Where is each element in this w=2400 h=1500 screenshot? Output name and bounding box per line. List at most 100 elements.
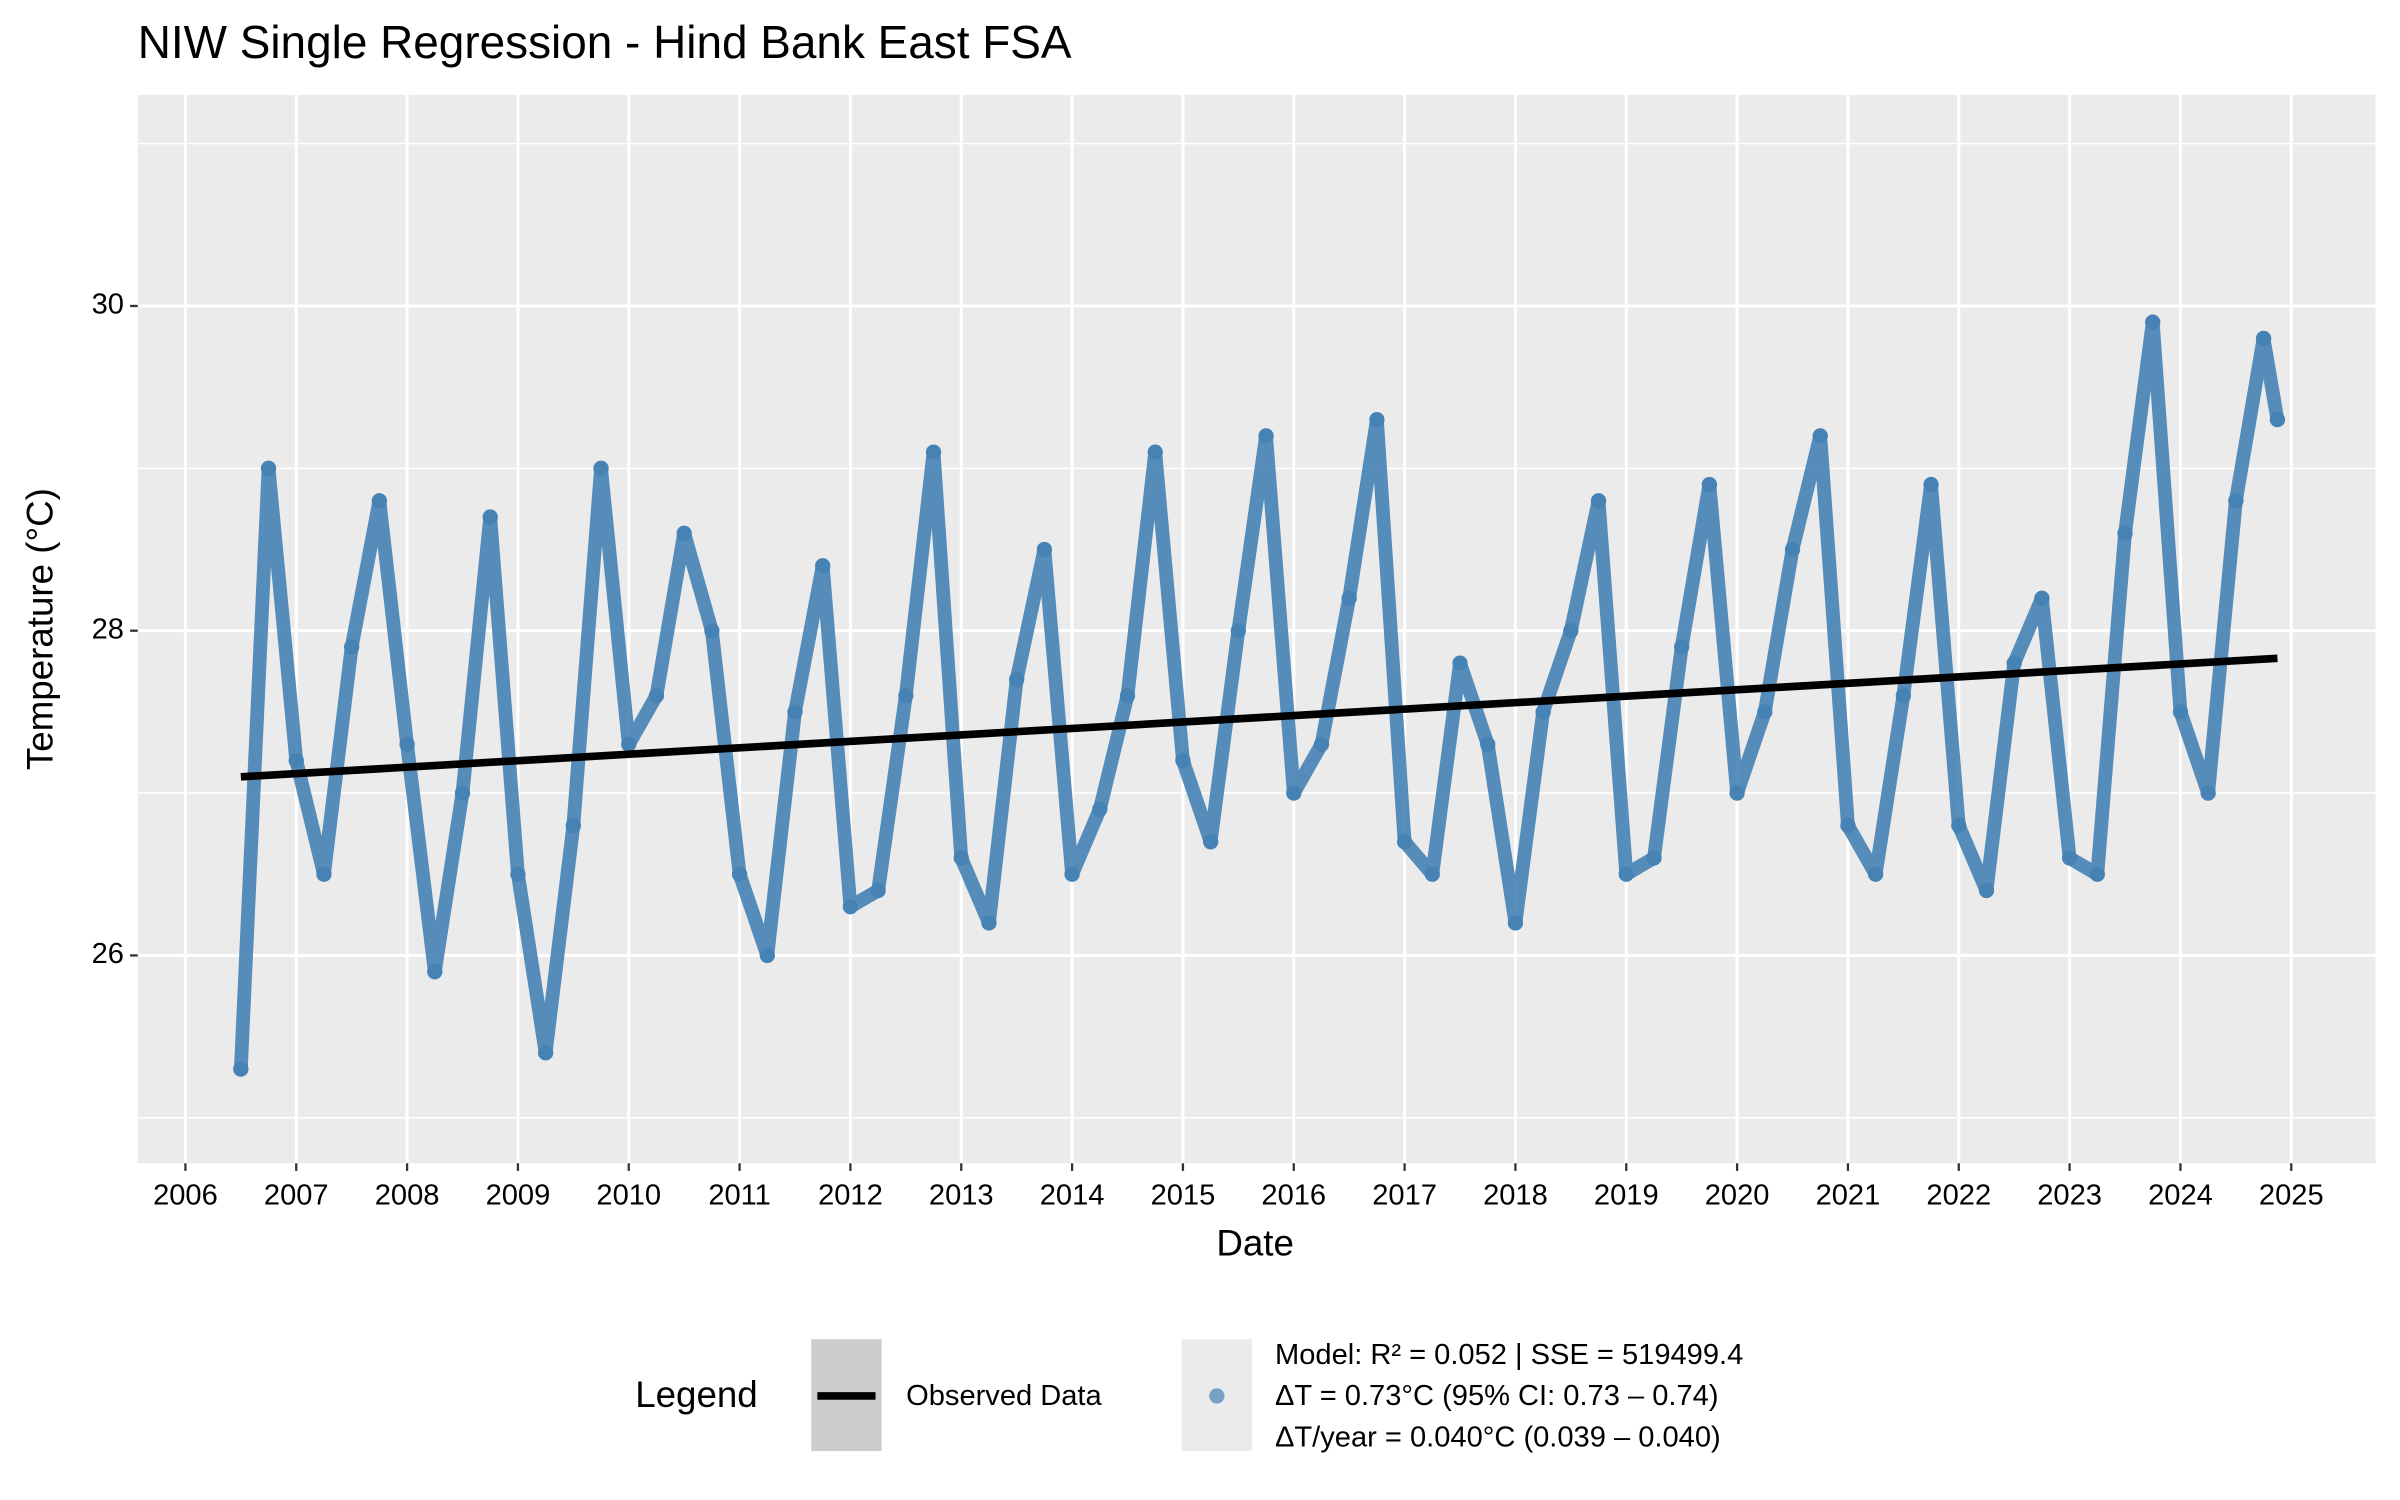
chart-title: NIW Single Regression - Hind Bank East F… (138, 16, 1072, 68)
data-point (953, 850, 969, 866)
data-point (2200, 785, 2216, 801)
x-tick-label: 2020 (1705, 1180, 1770, 1212)
data-point (898, 687, 914, 704)
data-point (1092, 801, 1108, 817)
data-point (1175, 752, 1191, 769)
data-point (1812, 428, 1828, 444)
x-tick-label: 2006 (153, 1180, 218, 1212)
data-point (1258, 428, 1274, 444)
data-point (1507, 915, 1524, 931)
data-point (1563, 623, 1579, 639)
trend-line (240, 654, 2278, 781)
data-point (1036, 541, 1053, 558)
data-point (399, 736, 415, 753)
data-point (2089, 866, 2105, 882)
data-point (1064, 866, 1080, 882)
data-point (593, 460, 609, 476)
data-point (482, 509, 498, 525)
y-axis-label: Temperature (°C) (20, 488, 61, 770)
x-tick-label: 2014 (1040, 1180, 1105, 1212)
data-point (1895, 687, 1912, 704)
legend-label: ΔT = 0.73°C (95% CI: 0.73 – 0.74) (1275, 1380, 1719, 1412)
x-tick-label: 2007 (264, 1180, 329, 1212)
data-point (1701, 476, 1718, 493)
x-tick-label: 2022 (1926, 1180, 1991, 1212)
data-point (1230, 623, 1246, 639)
data-point (704, 623, 720, 639)
data-point (842, 899, 859, 915)
data-point (537, 1045, 554, 1061)
legend-label: Model: R² = 0.052 | SSE = 519499.4 (1275, 1339, 1743, 1371)
legend-label: ΔT/year = 0.040°C (0.039 – 0.040) (1275, 1421, 1721, 1453)
data-point (925, 444, 942, 460)
data-point (1590, 493, 1607, 509)
data-point (1286, 785, 1302, 801)
x-tick-label: 2013 (929, 1180, 994, 1212)
data-point (1119, 687, 1136, 704)
data-point (1840, 817, 1856, 834)
data-point (2145, 314, 2161, 330)
data-point (1784, 541, 1801, 558)
data-point (1396, 834, 1413, 850)
data-point (1424, 866, 1440, 882)
data-point (648, 687, 665, 704)
data-point (1674, 639, 1690, 655)
data-point (233, 1061, 249, 1077)
legend-title: Legend (635, 1374, 758, 1415)
x-tick-label: 2011 (708, 1180, 771, 1212)
data-point (2117, 525, 2133, 541)
data-point (2006, 655, 2022, 671)
y-tick-label: 28 (92, 613, 124, 645)
data-point (1923, 476, 1939, 493)
data-point (1867, 866, 1884, 882)
x-tick-label: 2016 (1261, 1180, 1326, 1212)
x-tick-label: 2008 (375, 1180, 440, 1212)
y-tick-label: 30 (92, 289, 124, 321)
data-point (2255, 330, 2272, 347)
x-tick-label: 2018 (1483, 1180, 1548, 1212)
x-tick-label: 2015 (1151, 1180, 1216, 1212)
x-tick-label: 2010 (596, 1180, 661, 1212)
data-point (2269, 411, 2286, 428)
plot-panel (137, 94, 2376, 1164)
data-point (1646, 850, 1662, 866)
data-point (759, 947, 775, 964)
data-point (510, 866, 526, 882)
y-tick-label: 26 (92, 938, 124, 970)
data-point (427, 964, 443, 980)
data-point (2061, 850, 2078, 866)
data-point (454, 785, 471, 801)
data-point (2228, 493, 2244, 509)
data-point (1202, 834, 1219, 850)
data-point (1729, 785, 1745, 801)
data-point (316, 866, 332, 882)
data-point (1951, 817, 1967, 834)
data-point (870, 882, 886, 899)
x-tick-label: 2021 (1816, 1180, 1881, 1212)
data-point (1978, 882, 1995, 899)
data-point (1480, 736, 1496, 753)
data-point (371, 493, 388, 509)
data-point (2034, 590, 2050, 606)
data-point (1009, 671, 1025, 688)
data-point (787, 704, 803, 720)
x-tick-label: 2017 (1372, 1180, 1437, 1212)
data-point (1341, 590, 1357, 606)
data-point (1147, 444, 1163, 460)
legend-point (1209, 1388, 1225, 1404)
x-tick-label: 2019 (1594, 1180, 1659, 1212)
data-point (344, 639, 360, 655)
data-point (621, 736, 637, 753)
data-point (1313, 736, 1330, 753)
data-point (1618, 866, 1634, 882)
x-tick-label: 2009 (486, 1180, 551, 1212)
data-point (2172, 704, 2189, 720)
data-point (815, 558, 831, 574)
data-point (1369, 411, 1385, 428)
data-point (981, 915, 997, 931)
x-tick-label: 2025 (2259, 1180, 2324, 1212)
x-tick-label: 2012 (818, 1180, 883, 1212)
x-tick-label: 2023 (2037, 1180, 2102, 1212)
data-point (1757, 704, 1773, 720)
